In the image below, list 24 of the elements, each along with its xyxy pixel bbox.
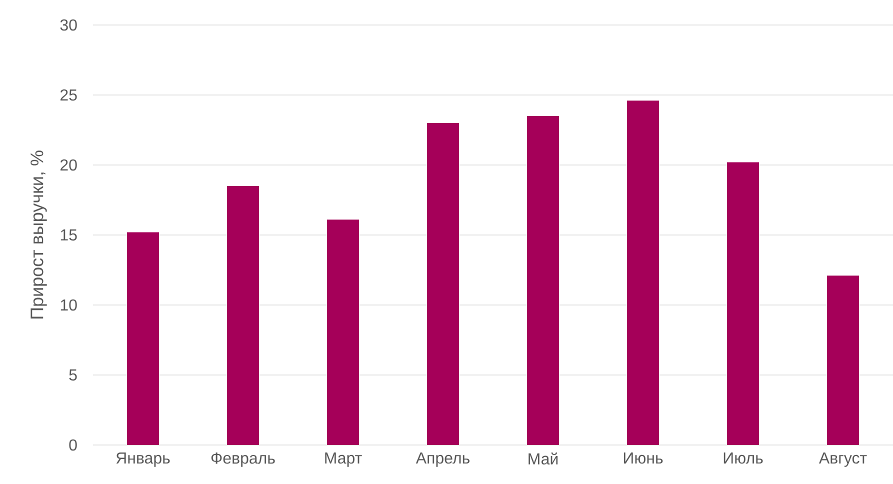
x-tick-label: Июль [724, 452, 763, 464]
x-tick-label: Январь [116, 452, 170, 467]
x-tick-label: Апрель [416, 452, 470, 467]
y-tick-label: 5 [69, 369, 77, 381]
y-tick-label: 0 [69, 439, 77, 451]
y-tick-label: 20 [60, 159, 77, 171]
bar [427, 122, 459, 445]
x-tick-label: Июнь [624, 452, 663, 464]
bar [727, 162, 759, 445]
bar [127, 232, 159, 445]
bar [227, 186, 259, 445]
bar [827, 276, 859, 445]
y-tick-label: 30 [60, 19, 77, 31]
bar [627, 100, 659, 445]
x-tick-label: Май [528, 452, 558, 465]
bar [327, 220, 359, 445]
x-tick-label: Февраль [211, 452, 275, 467]
bar [527, 116, 559, 445]
y-tick-label: 15 [60, 229, 77, 241]
y-axis-title: Прирост выручки, % [30, 150, 47, 318]
x-tick-label: Март [325, 452, 362, 467]
y-tick-label: 25 [60, 89, 77, 101]
y-tick-label: 10 [60, 299, 77, 311]
x-tick-label: Август [818, 452, 867, 467]
